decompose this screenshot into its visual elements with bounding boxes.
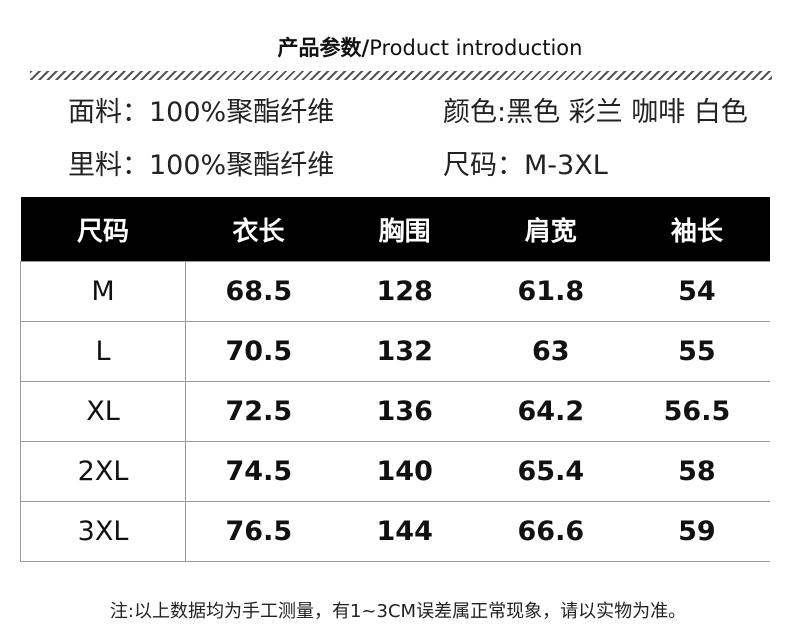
table-row: M 68.5 128 61.8 54 [20, 261, 770, 322]
cell: 66.6 [477, 501, 624, 562]
cell: 128 [331, 261, 478, 322]
cell: 64.2 [477, 381, 624, 442]
title-en: Product introduction [369, 36, 583, 60]
column-header: 肩宽 [477, 197, 624, 262]
cell: 72.5 [185, 381, 332, 442]
cell: L [20, 321, 186, 382]
cell: M [20, 261, 186, 322]
table-row: XL 72.5 136 64.2 56.5 [20, 381, 770, 442]
table-body: M 68.5 128 61.8 54 L 70.5 132 63 55 XL 72.5 136 64.2 5… [20, 261, 770, 562]
hatch-divider [30, 71, 772, 80]
cell: 68.5 [185, 261, 332, 322]
note: 注:以上数据均为手工测量，有1~3CM误差属正常现象，请以实物为准。 [109, 601, 687, 622]
cell: 70.5 [185, 321, 332, 382]
header-row: 尺码 衣长 胸围 肩宽 袖长 [20, 197, 770, 262]
column-header: 衣长 [185, 197, 332, 262]
table-row: L 70.5 132 63 55 [20, 321, 770, 382]
cell: 3XL [20, 501, 186, 562]
table-row: 3XL 76.5 144 66.6 59 [20, 501, 770, 562]
spec: 颜色:黑色 彩兰 咖啡 白色 [443, 97, 748, 128]
cell: 58 [623, 441, 770, 502]
cell: 55 [623, 321, 770, 382]
title: 产品参数/Product introduction [0, 32, 790, 62]
cell: 59 [623, 501, 770, 562]
title-cn: 产品参数/ [277, 36, 370, 60]
cell: 63 [477, 321, 624, 382]
cell: 61.8 [477, 261, 624, 322]
cell: 76.5 [185, 501, 332, 562]
cell: 2XL [20, 441, 186, 502]
cell: 136 [331, 381, 478, 442]
spec: 面料：100%聚酯纤维 [68, 97, 335, 128]
column-header: 胸围 [331, 197, 478, 262]
column-header: 尺码 [20, 197, 186, 262]
cell: 54 [623, 261, 770, 322]
cell: 56.5 [623, 381, 770, 442]
cell: XL [20, 381, 186, 442]
cell: 65.4 [477, 441, 624, 502]
table-row: 2XL 74.5 140 65.4 58 [20, 441, 770, 502]
cell: 140 [331, 441, 478, 502]
spec: 里料：100%聚酯纤维 [68, 150, 335, 181]
cell: 74.5 [185, 441, 332, 502]
column-header: 袖长 [623, 197, 770, 262]
spec: 尺码：M-3XL [443, 150, 608, 181]
cell: 132 [331, 321, 478, 382]
cell: 144 [331, 501, 478, 562]
size-table: 尺码 衣长 胸围 肩宽 袖长 M 68.5 128 61.8 54 L 70.5 132 63 55 XL 7… [20, 197, 770, 562]
